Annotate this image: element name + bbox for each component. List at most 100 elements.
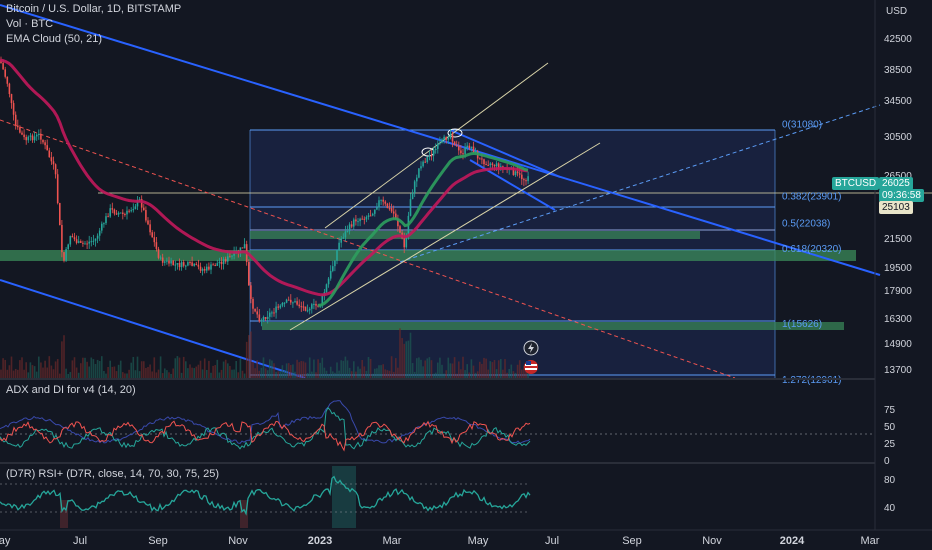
volume-bar	[17, 369, 19, 378]
volume-bar	[308, 357, 311, 378]
candle-body	[86, 243, 88, 245]
time-tick-label: Jul	[73, 535, 87, 547]
volume-bar	[189, 364, 191, 378]
time-axis[interactable]: May Jul Sep Nov 2023 Mar May Jul Sep Nov 2024 Mar	[0, 535, 880, 547]
volume-bar	[292, 364, 294, 378]
volume-indicator-label[interactable]: Vol · BTC	[6, 18, 54, 30]
volume-bar	[258, 370, 261, 378]
volume-bar	[96, 359, 99, 378]
candle-body	[212, 264, 214, 266]
candle-body	[243, 244, 246, 249]
volume-bar	[61, 341, 63, 378]
adx-pane-title[interactable]: ADX and DI for v4 (14, 20)	[6, 384, 136, 396]
candle-body	[388, 208, 391, 210]
ascending-channel-lower	[289, 142, 601, 331]
candle-body	[84, 243, 86, 245]
volume-bar	[432, 373, 435, 378]
candle-body	[451, 134, 454, 142]
candle-body	[327, 278, 330, 285]
candle-body	[252, 298, 254, 309]
candle-body	[96, 235, 99, 239]
volume-bar	[434, 372, 437, 378]
adx-axis: 75 50 25 0	[884, 405, 896, 467]
candle-body	[191, 262, 193, 266]
volume-bar	[332, 371, 334, 378]
volume-bar	[59, 373, 61, 378]
candle-body	[353, 219, 355, 227]
candle-body	[197, 264, 200, 267]
volume-bar	[304, 362, 307, 378]
volume-bar	[514, 372, 517, 378]
lightning-icon[interactable]	[523, 340, 539, 356]
candle-body	[35, 134, 38, 137]
candle-body	[88, 241, 90, 244]
candle-body	[359, 218, 361, 222]
volume-bar	[315, 372, 317, 378]
candle-body	[153, 237, 156, 243]
volume-bar	[262, 357, 265, 378]
candle-body	[399, 226, 401, 233]
volume-bar	[42, 367, 44, 378]
candle-body	[315, 303, 317, 306]
volume-bar	[481, 363, 483, 378]
volume-bar	[115, 371, 118, 378]
candle-body	[206, 266, 208, 271]
candle-body	[374, 209, 376, 214]
volume-bar	[313, 359, 315, 378]
volume-bar	[317, 359, 319, 378]
candle-body	[231, 255, 233, 257]
candle-body	[439, 142, 441, 144]
volume-bar	[38, 356, 40, 378]
volume-bar	[180, 372, 183, 378]
candle-body	[161, 257, 164, 263]
price-tick-label: 17900	[884, 286, 912, 297]
fib-level-label: 0.382(23901)	[782, 191, 842, 202]
adx-tick-label: 50	[884, 422, 896, 433]
fib-level-label: 0(31080)	[782, 119, 822, 130]
volume-bar	[374, 368, 376, 378]
candle-body	[73, 237, 76, 240]
volume-bar	[239, 358, 242, 378]
volume-bar	[361, 359, 363, 378]
candle-body	[445, 136, 447, 140]
volume-bar	[502, 369, 504, 378]
candle-body	[101, 223, 103, 231]
candle-body	[344, 231, 347, 238]
volume-bar	[126, 373, 128, 378]
candle-body	[441, 139, 443, 143]
candle-body	[296, 301, 298, 305]
candle-body	[25, 137, 27, 141]
candle-body	[157, 248, 160, 258]
symbol-title[interactable]: Bitcoin / U.S. Dollar, 1D, BITSTAMP	[6, 3, 182, 15]
volume-bar	[376, 368, 378, 378]
volume-bar	[140, 361, 143, 378]
candle-body	[413, 181, 416, 193]
volume-bar	[151, 371, 153, 378]
candle-body	[208, 266, 210, 270]
candle-body	[248, 262, 250, 286]
volume-bar	[77, 372, 80, 378]
volume-bar	[229, 365, 231, 378]
us-flag-icon[interactable]	[524, 360, 538, 374]
candle-body	[98, 230, 101, 236]
volume-bar	[103, 370, 105, 378]
volume-bar	[353, 361, 355, 378]
rsi-pane-title[interactable]: (D7R) RSI+ (D7R, close, 14, 70, 30, 75, …	[6, 468, 220, 480]
candle-body	[462, 153, 464, 155]
volume-bar	[271, 360, 273, 378]
volume-bar	[101, 356, 103, 378]
candle-body	[63, 252, 65, 261]
ema-indicator-label[interactable]: EMA Cloud (50, 21)	[6, 33, 102, 45]
time-tick-label: Sep	[148, 535, 168, 547]
volume-bar	[479, 361, 481, 378]
support-zone-22k	[250, 231, 700, 239]
volume-bar	[248, 335, 250, 378]
volume-bar	[4, 359, 6, 378]
candle-body	[105, 216, 107, 224]
candle-body	[92, 240, 95, 242]
candle-body	[185, 265, 187, 267]
volume-bar	[69, 372, 72, 378]
candle-body	[523, 179, 525, 181]
volume-bar	[512, 371, 515, 378]
